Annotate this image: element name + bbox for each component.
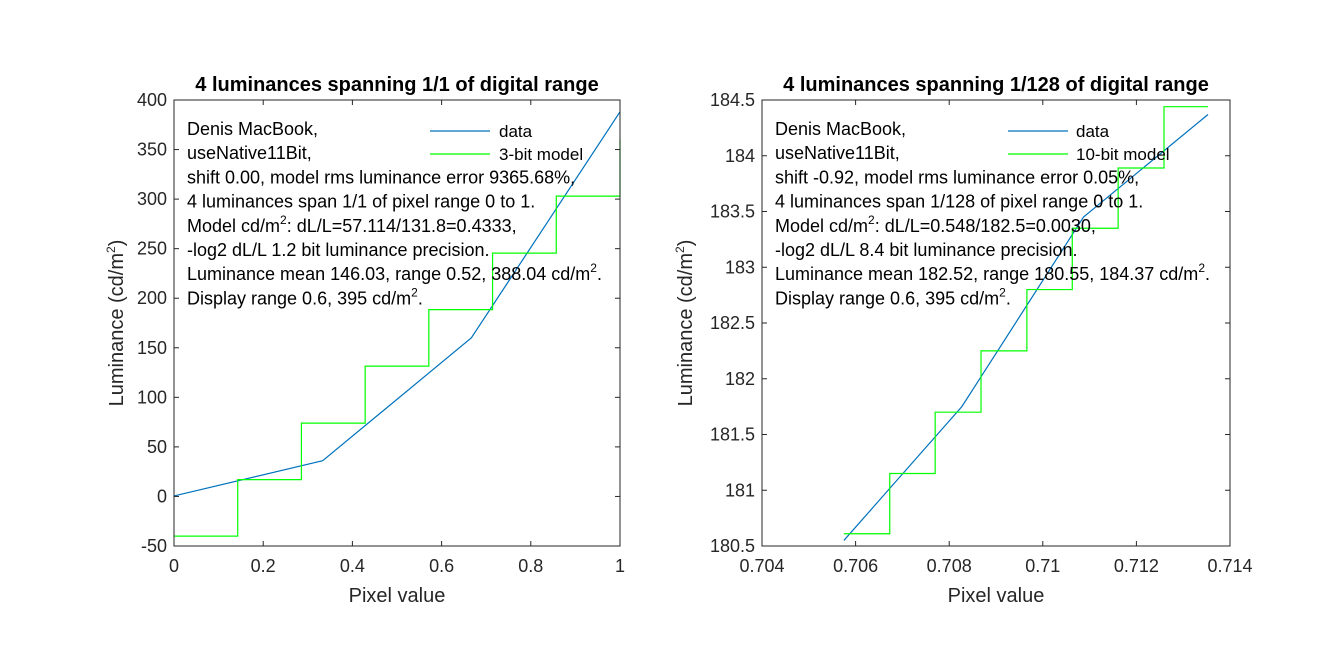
chart-1-ytick-label: 182.5	[710, 313, 755, 333]
chart-1-ytick-label: 184	[725, 146, 755, 166]
chart-0-ytick-label: 100	[137, 387, 167, 407]
chart-0-annotation-text: Luminance mean 146.03, range 0.52, 388.0…	[187, 264, 590, 284]
chart-1-xtick-label: 0.708	[927, 556, 972, 576]
chart-1-xtick-label: 0.714	[1207, 556, 1252, 576]
chart-1-annotation-line: -log2 dL/L 8.4 bit luminance precision.	[775, 240, 1078, 260]
chart-0-annotation-sup: 2	[590, 261, 597, 275]
chart-0-y-axis-label-text: Luminance (cd/m	[106, 253, 128, 406]
chart-0-xtick-label: 1	[615, 556, 625, 576]
chart-1-title: 4 luminances spanning 1/128 of digital r…	[783, 74, 1209, 96]
chart-0-annotation-line: 4 luminances span 1/1 of pixel range 0 t…	[187, 192, 535, 212]
chart-1-xtick-label: 0.71	[1025, 556, 1060, 576]
chart-1-annotation-sup: 2	[999, 285, 1006, 299]
chart-0-annotation-text: Display range 0.6, 395 cd/m	[187, 288, 411, 308]
chart-1-annotation-text: Luminance mean 182.52, range 180.55, 184…	[775, 264, 1198, 284]
chart-0-annotation-text-end: .	[597, 264, 602, 284]
chart-1-y-axis-label-sup: 2	[673, 246, 687, 253]
chart-left: 0 0.2 0.4 0.6 0.8 1-5005010015020025030035040…	[104, 74, 625, 607]
chart-1-annotation-line: shift -0.92, model rms luminance error 0…	[775, 167, 1139, 187]
chart-0-ytick-label: -50	[141, 536, 167, 556]
chart-0-annotation-line: useNative11Bit,	[187, 143, 312, 163]
chart-1-annotation-line: Luminance mean 182.52, range 180.55, 184…	[775, 261, 1210, 284]
chart-1-xtick-label: 0.712	[1114, 556, 1159, 576]
chart-0-annotation-sup: 2	[411, 285, 418, 299]
chart-0-title: 4 luminances spanning 1/1 of digital ran…	[195, 74, 598, 96]
chart-1-annotation-line: Display range 0.6, 395 cd/m2.	[775, 285, 1011, 308]
chart-0-axes-box	[173, 99, 621, 547]
chart-0-annotation-text: Model cd/m	[187, 216, 280, 236]
chart-0-ytick-label: 150	[137, 338, 167, 358]
chart-0-xtick-label: 0	[169, 556, 179, 576]
chart-0-series-model-line	[174, 139, 621, 537]
chart-0-xtick-label: 0.4	[340, 556, 365, 576]
chart-0-legend-label: 3-bit model	[499, 145, 583, 164]
chart-1-y-axis-label-text: Luminance (cd/m	[675, 253, 697, 406]
chart-1-annotation-line: 4 luminances span 1/128 of pixel range 0…	[775, 192, 1143, 212]
chart-1-ytick-label: 183.5	[710, 202, 755, 222]
chart-0-ytick-label: 250	[137, 239, 167, 259]
chart-0-ytick-label: 200	[137, 288, 167, 308]
chart-0-ytick-label: 0	[157, 486, 167, 506]
chart-0-annotation-line: Model cd/m2: dL/L=57.114/131.8=0.4333,	[187, 213, 517, 236]
chart-0-xtick-label: 0.2	[251, 556, 276, 576]
chart-1-ytick-label: 180.5	[710, 536, 755, 556]
chart-1-annotation-text: Model cd/m	[775, 216, 868, 236]
chart-1-annotation-text-end: .	[1205, 264, 1210, 284]
chart-0-legend-label: data	[499, 122, 533, 141]
chart-1-annotation-line: Denis MacBook,	[775, 119, 906, 139]
chart-1-annotation-line: Model cd/m2: dL/L=0.548/182.5=0.0030,	[775, 213, 1096, 236]
chart-1-ytick-label: 183	[725, 257, 755, 277]
chart-right: 0.704 0.706 0.708 0.71 0.712 0.714 180.5 181 181…	[673, 74, 1253, 607]
chart-0-x-axis-label: Pixel value	[349, 585, 446, 607]
chart-0-series-data-line	[173, 111, 621, 497]
chart-1-annotation-text: Display range 0.6, 395 cd/m	[775, 288, 999, 308]
chart-0-ytick-label: 50	[147, 437, 167, 457]
chart-1-ytick-label: 181	[725, 480, 755, 500]
chart-1-y-axis-label: Luminance (cd/m2)	[673, 240, 697, 407]
chart-0-annotation-text-end: : dL/L=57.114/131.8=0.4333,	[287, 216, 517, 236]
chart-0-ytick-label: 400	[137, 90, 167, 110]
chart-0-annotation-line: Luminance mean 146.03, range 0.52, 388.0…	[187, 261, 602, 284]
chart-1-ytick-label: 181.5	[710, 425, 755, 445]
chart-1-annotation-sup: 2	[1198, 261, 1205, 275]
chart-1-legend-label: data	[1076, 122, 1110, 141]
chart-0-xtick-label: 0.6	[429, 556, 454, 576]
chart-1-annotation-line: useNative11Bit,	[775, 143, 900, 163]
chart-0-y-axis-label-sup: 2	[104, 246, 118, 253]
chart-0-annotation-line: Denis MacBook,	[187, 119, 318, 139]
chart-1-annotation-text-end: .	[1006, 288, 1011, 308]
chart-0-annotation-text-end: .	[418, 288, 423, 308]
chart-1-xtick-label: 0.704	[739, 556, 784, 576]
chart-1-x-axis-label: Pixel value	[948, 585, 1045, 607]
chart-0-annotation-sup: 2	[280, 213, 287, 227]
chart-0-annotation-line: shift 0.00, model rms luminance error 93…	[187, 167, 575, 187]
chart-0-annotation-line: -log2 dL/L 1.2 bit luminance precision.	[187, 240, 490, 260]
chart-0-ytick-label: 300	[137, 189, 167, 209]
chart-1-xtick-label: 0.706	[833, 556, 878, 576]
chart-0-y-axis-label: Luminance (cd/m2)	[104, 240, 128, 407]
chart-0-annotation-line: Display range 0.6, 395 cd/m2.	[187, 285, 423, 308]
chart-1-y-axis-label-end: )	[675, 240, 697, 247]
chart-0-y-axis-label-end: )	[106, 240, 128, 247]
chart-0-ytick-label: 350	[137, 140, 167, 160]
chart-0-xtick-label: 0.8	[518, 556, 543, 576]
chart-1-legend-label: 10-bit model	[1076, 145, 1170, 164]
chart-1-ytick-label: 184.5	[710, 90, 755, 110]
chart-1-annotation-sup: 2	[868, 213, 875, 227]
chart-1-series-model-line	[843, 106, 1208, 535]
chart-1-ytick-label: 182	[725, 369, 755, 389]
chart-1-annotation-text-end: : dL/L=0.548/182.5=0.0030,	[875, 216, 1096, 236]
